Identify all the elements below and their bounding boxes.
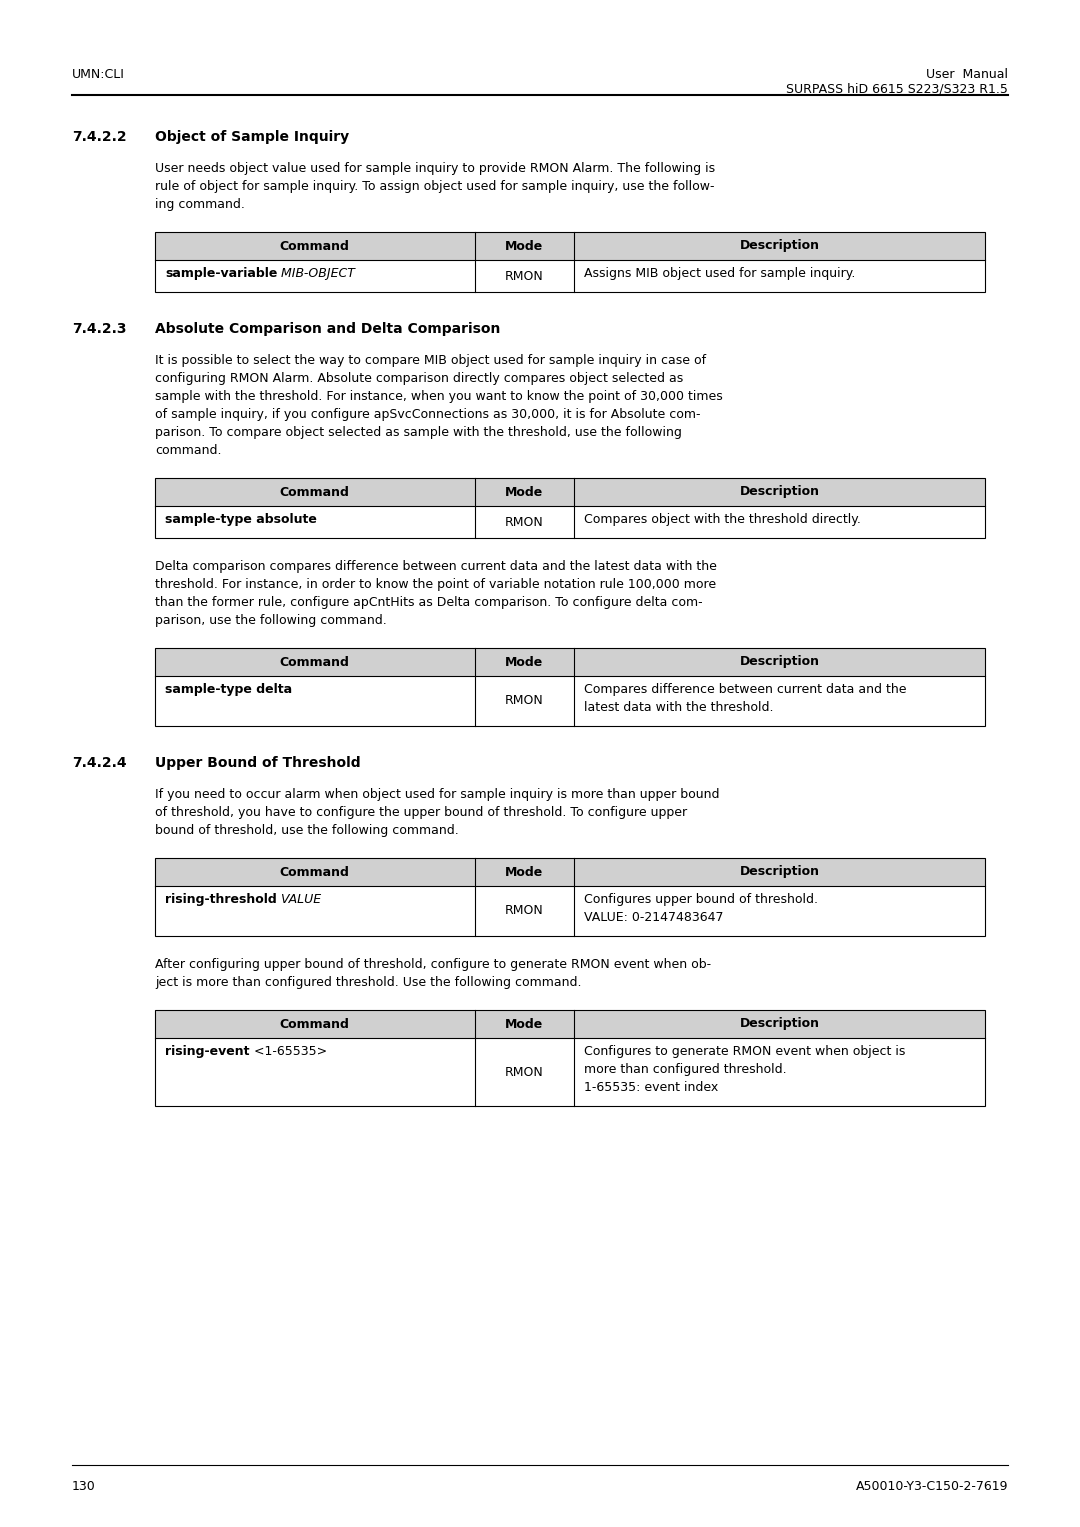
Text: Configures upper bound of threshold.: Configures upper bound of threshold. (584, 893, 819, 906)
Text: ject is more than configured threshold. Use the following command.: ject is more than configured threshold. … (156, 976, 581, 989)
Text: Mode: Mode (505, 486, 543, 498)
Bar (156, 1009, 985, 1106)
Text: sample with the threshold. For instance, when you want to know the point of 30,0: sample with the threshold. For instance,… (156, 389, 723, 403)
Text: parison, use the following command.: parison, use the following command. (156, 614, 387, 628)
Text: <1-65535>: <1-65535> (249, 1044, 326, 1058)
Text: RMON: RMON (505, 695, 543, 707)
Text: VALUE: 0-2147483647: VALUE: 0-2147483647 (584, 912, 724, 924)
Text: RMON: RMON (505, 1066, 543, 1078)
Text: Assigns MIB object used for sample inquiry.: Assigns MIB object used for sample inqui… (584, 267, 855, 279)
Text: User needs object value used for sample inquiry to provide RMON Alarm. The follo: User needs object value used for sample … (156, 162, 715, 176)
Bar (156, 478, 985, 505)
Text: Mode: Mode (505, 866, 543, 878)
Text: Compares object with the threshold directly.: Compares object with the threshold direc… (584, 513, 861, 525)
Text: RMON: RMON (505, 516, 543, 528)
Text: User  Manual: User Manual (926, 69, 1008, 81)
Text: After configuring upper bound of threshold, configure to generate RMON event whe: After configuring upper bound of thresho… (156, 957, 711, 971)
Text: Command: Command (280, 240, 350, 252)
Text: Description: Description (740, 486, 820, 498)
Text: 130: 130 (72, 1480, 96, 1493)
Bar (156, 478, 985, 538)
Text: rule of object for sample inquiry. To assign object used for sample inquiry, use: rule of object for sample inquiry. To as… (156, 180, 715, 192)
Text: 1-65535: event index: 1-65535: event index (584, 1081, 718, 1093)
Text: bound of threshold, use the following command.: bound of threshold, use the following co… (156, 825, 459, 837)
Text: 7.4.2.4: 7.4.2.4 (72, 756, 126, 770)
Bar (156, 647, 985, 676)
Bar (156, 858, 985, 886)
Text: 7.4.2.3: 7.4.2.3 (72, 322, 126, 336)
Text: Upper Bound of Threshold: Upper Bound of Threshold (156, 756, 361, 770)
Text: Command: Command (280, 866, 350, 878)
Text: parison. To compare object selected as sample with the threshold, use the follow: parison. To compare object selected as s… (156, 426, 681, 438)
Text: Description: Description (740, 1017, 820, 1031)
Text: If you need to occur alarm when object used for sample inquiry is more than uppe: If you need to occur alarm when object u… (156, 788, 719, 802)
Text: of sample inquiry, if you configure apSvcConnections as 30,000, it is for Absolu: of sample inquiry, if you configure apSv… (156, 408, 701, 421)
Text: SURPASS hiD 6615 S223/S323 R1.5: SURPASS hiD 6615 S223/S323 R1.5 (786, 82, 1008, 95)
Text: latest data with the threshold.: latest data with the threshold. (584, 701, 773, 715)
Bar (156, 858, 985, 936)
Text: Configures to generate RMON event when object is: Configures to generate RMON event when o… (584, 1044, 905, 1058)
Text: sample-type absolute: sample-type absolute (165, 513, 316, 525)
Text: Mode: Mode (505, 1017, 543, 1031)
Text: A50010-Y3-C150-2-7619: A50010-Y3-C150-2-7619 (855, 1480, 1008, 1493)
Text: more than configured threshold.: more than configured threshold. (584, 1063, 786, 1077)
Bar (156, 1009, 985, 1038)
Bar (156, 232, 985, 292)
Text: Delta comparison compares difference between current data and the latest data wi: Delta comparison compares difference bet… (156, 560, 717, 573)
Bar (156, 647, 985, 725)
Text: VALUE: VALUE (276, 893, 321, 906)
Text: threshold. For instance, in order to know the point of variable notation rule 10: threshold. For instance, in order to kno… (156, 579, 716, 591)
Text: Description: Description (740, 655, 820, 669)
Text: Compares difference between current data and the: Compares difference between current data… (584, 683, 906, 696)
Text: than the former rule, configure apCntHits as Delta comparison. To configure delt: than the former rule, configure apCntHit… (156, 596, 703, 609)
Text: Description: Description (740, 866, 820, 878)
Text: of threshold, you have to configure the upper bound of threshold. To configure u: of threshold, you have to configure the … (156, 806, 687, 818)
Text: UMN:CLI: UMN:CLI (72, 69, 125, 81)
Text: MIB-OBJECT: MIB-OBJECT (278, 267, 355, 279)
Text: sample-type delta: sample-type delta (165, 683, 292, 696)
Text: Mode: Mode (505, 655, 543, 669)
Text: 7.4.2.2: 7.4.2.2 (72, 130, 126, 144)
Text: It is possible to select the way to compare MIB object used for sample inquiry i: It is possible to select the way to comp… (156, 354, 706, 366)
Text: ing command.: ing command. (156, 199, 245, 211)
Text: sample-variable: sample-variable (165, 267, 278, 279)
Bar (156, 232, 985, 260)
Text: Command: Command (280, 486, 350, 498)
Text: configuring RMON Alarm. Absolute comparison directly compares object selected as: configuring RMON Alarm. Absolute compari… (156, 373, 684, 385)
Text: Mode: Mode (505, 240, 543, 252)
Text: rising-threshold: rising-threshold (165, 893, 276, 906)
Text: command.: command. (156, 444, 221, 457)
Text: RMON: RMON (505, 269, 543, 282)
Text: Command: Command (280, 655, 350, 669)
Text: Description: Description (740, 240, 820, 252)
Text: Command: Command (280, 1017, 350, 1031)
Text: RMON: RMON (505, 904, 543, 918)
Text: Absolute Comparison and Delta Comparison: Absolute Comparison and Delta Comparison (156, 322, 500, 336)
Text: rising-event: rising-event (165, 1044, 249, 1058)
Text: Object of Sample Inquiry: Object of Sample Inquiry (156, 130, 349, 144)
